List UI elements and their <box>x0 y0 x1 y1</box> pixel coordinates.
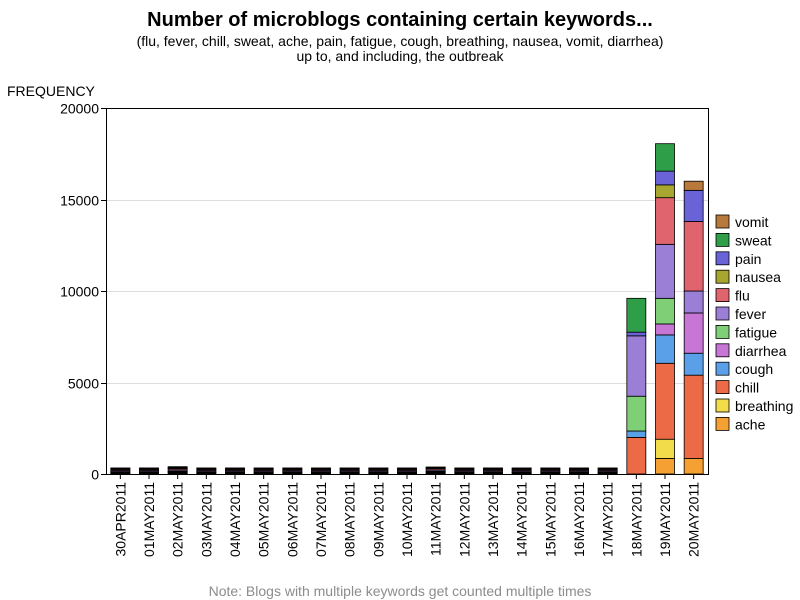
bar-segment-breathing <box>655 438 675 459</box>
legend-swatch-chill <box>715 380 730 395</box>
bar-segment-pain <box>655 170 675 186</box>
legend-swatch-fatigue <box>715 324 730 339</box>
legend-swatch-breathing <box>715 398 730 413</box>
legend-label-fever: fever <box>735 306 766 322</box>
legend-swatch-diarrhea <box>715 343 730 358</box>
bar-segment-cough <box>655 334 675 364</box>
chart-subtitle-period: up to, and including, the outbreak <box>296 48 504 64</box>
y-axis-label: FREQUENCY <box>7 83 95 99</box>
bar-segment-fever <box>626 335 647 397</box>
x-tick-label: 11MAY2011 <box>428 482 444 556</box>
bar-segment-flu <box>683 221 704 292</box>
bar-segment-ache <box>655 458 675 475</box>
bar-segment-chill <box>626 436 647 475</box>
x-tick-label: 01MAY2011 <box>141 482 157 557</box>
bar-segment-cough <box>683 352 704 376</box>
legend-label-fatigue: fatigue <box>735 324 777 340</box>
bar-segment-fatigue <box>655 297 675 325</box>
bar-segment-nausea <box>655 184 675 199</box>
legend-label-breathing: breathing <box>735 398 793 414</box>
y-tick-label: 15000 <box>60 193 99 209</box>
bar-segment-pain <box>626 331 647 337</box>
bar-segment-pain <box>683 189 704 222</box>
bar-segment-fatigue <box>626 395 647 432</box>
legend-swatch-cough <box>715 361 730 376</box>
x-tick-label: 12MAY2011 <box>456 482 472 557</box>
legend-swatch-pain <box>715 251 730 266</box>
x-tick-label: 03MAY2011 <box>198 482 214 557</box>
legend-label-vomit: vomit <box>735 214 769 230</box>
legend-label-chill: chill <box>735 380 759 396</box>
footnote: Note: Blogs with multiple keywords get c… <box>208 583 592 599</box>
x-tick-label: 30APR2011 <box>112 482 128 557</box>
x-tick-label: 13MAY2011 <box>485 482 501 557</box>
y-tick-label: 5000 <box>68 376 99 392</box>
legend: vomit sweat pain nausea flu fever fatigue diarr… <box>715 214 793 432</box>
x-tick-label: 15MAY2011 <box>542 482 558 557</box>
legend-label-diarrhea: diarrhea <box>735 343 787 359</box>
x-tick-label: 02MAY2011 <box>170 482 186 557</box>
legend-label-ache: ache <box>735 416 766 432</box>
x-tick-label: 10MAY2011 <box>399 482 415 557</box>
bar-segment-sweat <box>655 143 675 172</box>
bar-segment-cough <box>626 430 647 438</box>
gridlines <box>106 200 708 384</box>
bar-segment-sweat <box>626 297 647 333</box>
bar-segment-diarrhea <box>683 312 704 354</box>
legend-swatch-fever <box>715 306 730 321</box>
bar-segment-chill <box>655 362 675 440</box>
legend-label-cough: cough <box>735 361 773 377</box>
y-tick-label: 20000 <box>60 101 99 117</box>
chart-subtitle-keywords: (flu, fever, chill, sweat, ache, pain, f… <box>136 33 664 49</box>
y-tick-label: 0 <box>91 467 99 483</box>
bar-segment-fever <box>655 243 675 299</box>
x-tick-label: 18MAY2011 <box>628 482 644 557</box>
x-tick-label: 06MAY2011 <box>284 482 300 557</box>
x-tick-label: 14MAY2011 <box>514 482 530 557</box>
chart-title: Number of microblogs containing certain … <box>147 9 653 31</box>
bar-segment-fever <box>683 290 704 314</box>
bar-segment-diarrhea <box>655 323 675 336</box>
legend-label-flu: flu <box>735 288 750 304</box>
x-tick-label: 17MAY2011 <box>600 482 616 557</box>
y-tick-label: 10000 <box>60 284 99 300</box>
legend-swatch-vomit <box>715 214 730 229</box>
legend-label-pain: pain <box>735 251 761 267</box>
x-tick-label: 16MAY2011 <box>571 482 587 557</box>
x-axis-ticks: 30APR2011 01MAY2011 02MAY2011 03MAY2011 04MA… <box>112 474 702 557</box>
bar-segment-chill <box>683 374 704 459</box>
legend-swatch-sweat <box>715 232 730 247</box>
bars <box>110 143 704 475</box>
x-tick-label: 08MAY2011 <box>342 482 358 557</box>
x-tick-label: 05MAY2011 <box>256 482 272 557</box>
x-tick-label: 07MAY2011 <box>313 482 329 557</box>
y-axis-ticks: 0 5000 10000 15000 20000 <box>60 101 106 483</box>
x-tick-label: 19MAY2011 <box>657 482 673 557</box>
bar-segment-flu <box>655 197 675 245</box>
x-tick-label: 04MAY2011 <box>227 482 243 557</box>
x-tick-label: 20MAY2011 <box>686 482 702 557</box>
bar-segment-ache <box>683 458 704 475</box>
legend-label-nausea: nausea <box>735 269 781 285</box>
x-tick-label: 09MAY2011 <box>370 482 386 557</box>
legend-swatch-ache <box>715 416 730 431</box>
legend-label-sweat: sweat <box>735 232 772 248</box>
legend-swatch-nausea <box>715 269 730 284</box>
bar-segment-vomit <box>683 180 704 191</box>
legend-swatch-flu <box>715 288 730 303</box>
